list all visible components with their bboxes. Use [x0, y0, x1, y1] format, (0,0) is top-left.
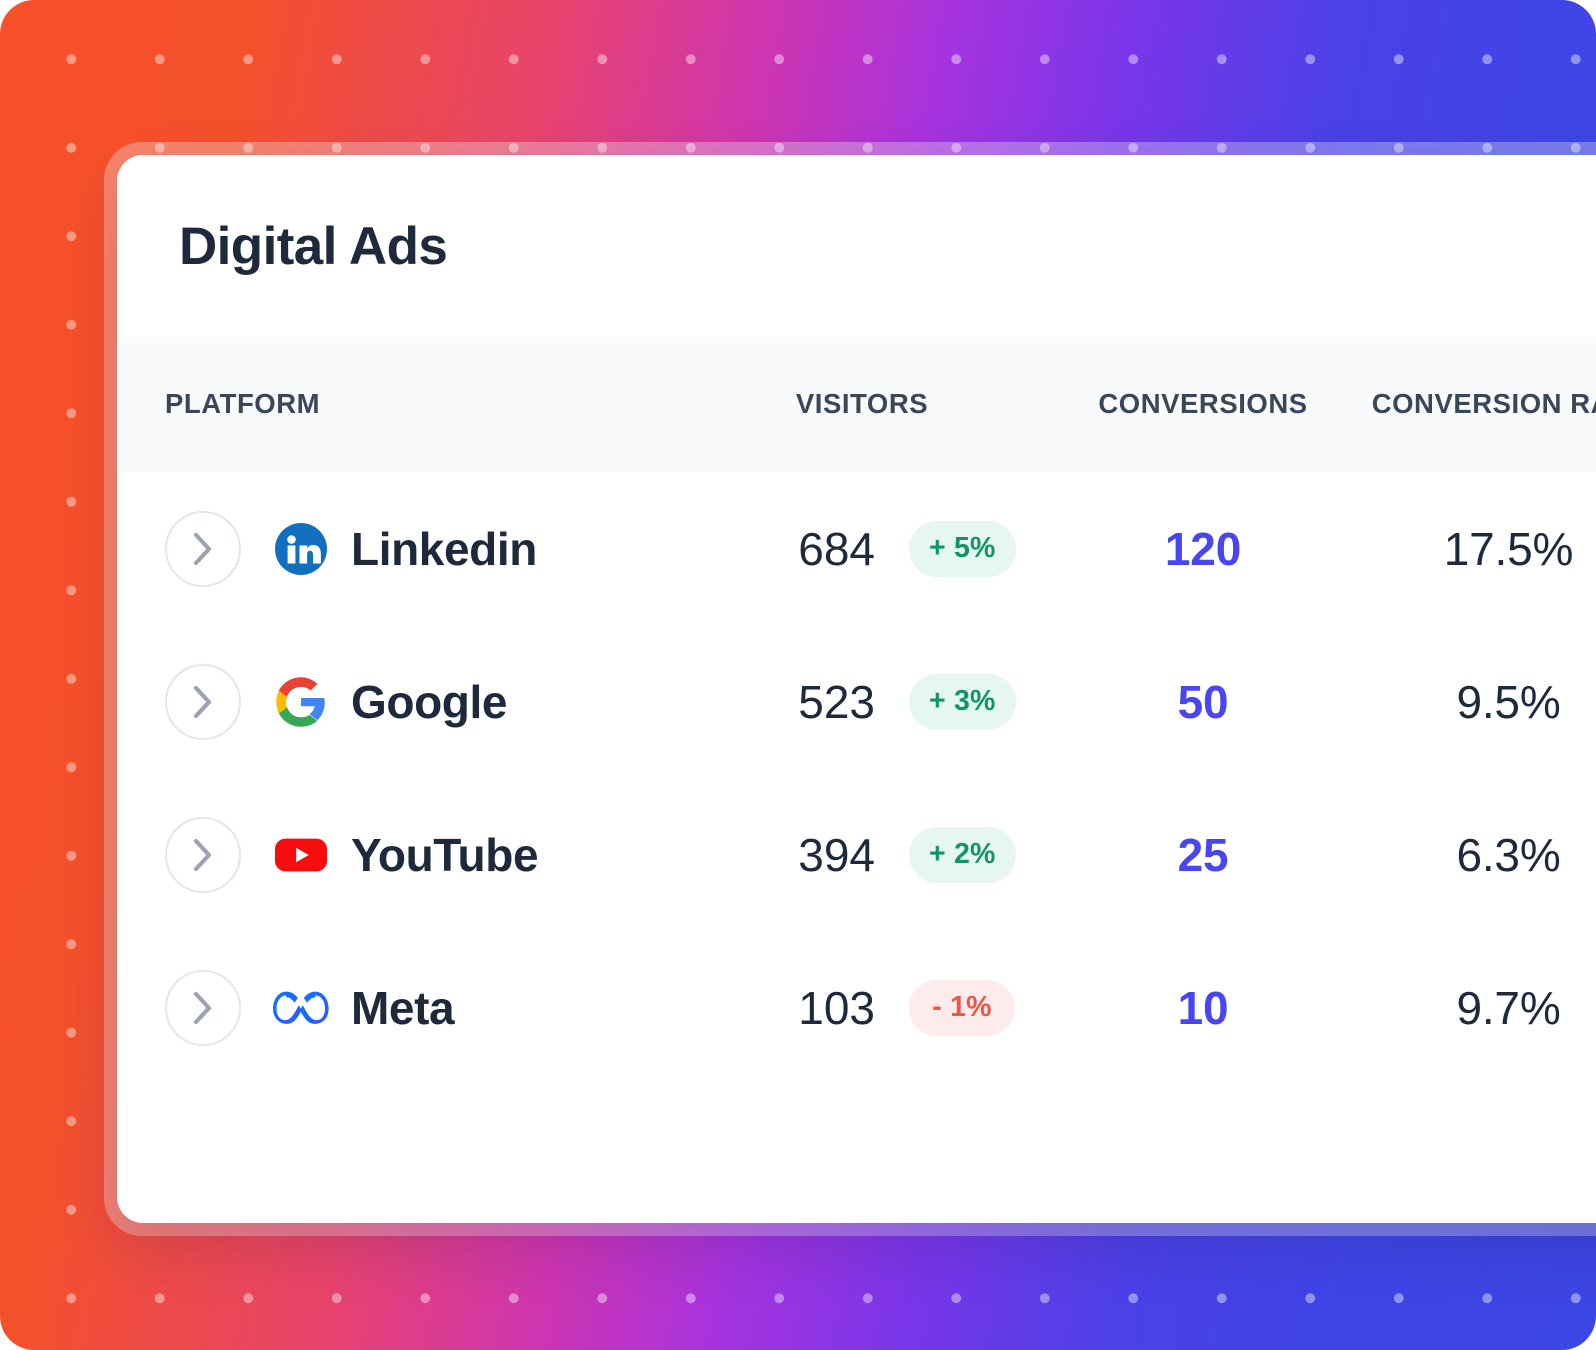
- visitors-cell: 394 + 2%: [717, 826, 1053, 883]
- conversion-rate-cell: 9.5%: [1353, 675, 1596, 729]
- column-header-visitors: VISITORS: [795, 388, 929, 420]
- visitors-delta-badge: + 3%: [909, 673, 1016, 730]
- expand-row-button[interactable]: [165, 510, 241, 587]
- platform-cell: Linkedin: [117, 510, 717, 587]
- card-outer-ring: Digital Ads PLATFORM VISITORS CONVERSION…: [104, 142, 1596, 1236]
- conversion-rate-cell: 9.7%: [1353, 981, 1596, 1035]
- conversion-rate-cell: 6.3%: [1353, 828, 1596, 882]
- conversions-value: 50: [1177, 675, 1229, 728]
- youtube-icon: [273, 827, 329, 883]
- platform-name: YouTube: [351, 828, 539, 881]
- table-header-row: PLATFORM VISITORS CONVERSIONS CONVERSION…: [117, 337, 1596, 472]
- visitors-delta-badge: + 2%: [909, 826, 1016, 883]
- visitors-value: 103: [798, 981, 875, 1034]
- card-header: Digital Ads: [117, 155, 1596, 337]
- conversion-rate-value: 9.5%: [1456, 675, 1561, 728]
- conversion-rate-cell: 17.5%: [1353, 522, 1596, 576]
- visitors-cell: 103 - 1%: [717, 979, 1053, 1036]
- table-row[interactable]: Google 523 + 3% 50 9.5%: [117, 625, 1596, 778]
- visitors-value: 394: [798, 828, 875, 881]
- visitors-delta-badge: + 5%: [909, 520, 1016, 577]
- column-header-conversions: CONVERSIONS: [1098, 388, 1308, 420]
- visitors-cell: 684 + 5%: [717, 520, 1053, 577]
- chevron-right-icon: [192, 991, 214, 1025]
- digital-ads-table: PLATFORM VISITORS CONVERSIONS CONVERSION…: [117, 337, 1596, 1084]
- conversions-cell: 25: [1053, 828, 1353, 882]
- conversions-cell: 50: [1053, 675, 1353, 729]
- expand-row-button[interactable]: [165, 969, 241, 1046]
- platform-name: Google: [351, 675, 508, 728]
- conversions-cell: 120: [1053, 522, 1353, 576]
- chevron-right-icon: [192, 685, 214, 719]
- visitors-delta-badge: - 1%: [909, 979, 1015, 1036]
- google-icon: [273, 674, 329, 730]
- conversion-rate-value: 17.5%: [1443, 522, 1574, 575]
- conversion-rate-value: 9.7%: [1456, 981, 1561, 1034]
- platform-cell: YouTube: [117, 816, 717, 893]
- platform-cell: Google: [117, 663, 717, 740]
- chevron-right-icon: [192, 838, 214, 872]
- digital-ads-card: Digital Ads PLATFORM VISITORS CONVERSION…: [117, 155, 1596, 1223]
- table-row[interactable]: Linkedin 684 + 5% 120 17.5%: [117, 472, 1596, 625]
- conversions-value: 10: [1177, 981, 1229, 1034]
- platform-name: Linkedin: [351, 522, 537, 575]
- visitors-value: 684: [798, 522, 875, 575]
- conversion-rate-value: 6.3%: [1456, 828, 1561, 881]
- expand-row-button[interactable]: [165, 663, 241, 740]
- conversions-value: 25: [1177, 828, 1229, 881]
- table-row[interactable]: Meta 103 - 1% 10 9.7%: [117, 931, 1596, 1084]
- page-title: Digital Ads: [179, 216, 448, 276]
- visitors-value: 523: [798, 675, 875, 728]
- meta-icon: [273, 980, 329, 1036]
- column-header-platform: PLATFORM: [165, 388, 321, 420]
- table-row[interactable]: YouTube 394 + 2% 25 6.3%: [117, 778, 1596, 931]
- platform-cell: Meta: [117, 969, 717, 1046]
- chevron-right-icon: [192, 532, 214, 566]
- linkedin-icon: [273, 521, 329, 577]
- column-header-conversion-rate: CONVERSION RATE: [1371, 388, 1596, 420]
- visitors-cell: 523 + 3%: [717, 673, 1053, 730]
- expand-row-button[interactable]: [165, 816, 241, 893]
- conversions-value: 120: [1164, 522, 1242, 575]
- platform-name: Meta: [351, 981, 455, 1034]
- conversions-cell: 10: [1053, 981, 1353, 1035]
